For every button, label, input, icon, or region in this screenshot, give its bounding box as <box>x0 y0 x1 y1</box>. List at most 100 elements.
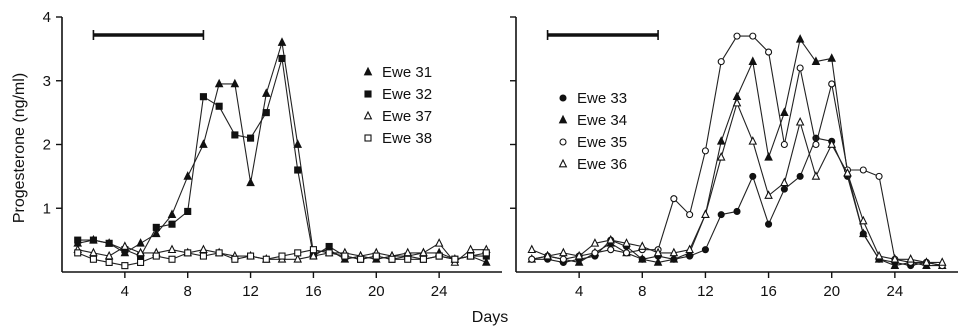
ewe-32-point <box>184 207 192 215</box>
ewe-36-point <box>732 97 742 107</box>
legend-entry: Ewe 34 <box>558 112 627 129</box>
ewe-37-point <box>419 247 428 257</box>
ewe-35-point <box>733 32 741 40</box>
ewe-33-point <box>701 246 709 254</box>
legend-marker <box>559 138 567 146</box>
ewe-38-point <box>404 255 412 263</box>
ewe-38-point <box>262 255 270 263</box>
ewe-36-point <box>622 238 631 247</box>
ewe-37-point <box>89 247 98 257</box>
ewe-34-point <box>858 228 868 238</box>
x-tick-label: 24 <box>887 283 904 300</box>
ewe-31-point <box>214 78 224 88</box>
ewe-32-point <box>278 54 286 62</box>
ewe-36-point <box>716 152 726 161</box>
legend-marker <box>364 134 372 142</box>
ewe-36-point <box>606 234 616 244</box>
ewe-31-point <box>230 78 240 88</box>
legend-entry: Ewe 35 <box>559 134 627 151</box>
ewe-32-point <box>262 109 270 117</box>
ewe-36-point <box>701 209 710 218</box>
ewe-36-point <box>559 247 568 257</box>
legend-entry: Ewe 37 <box>363 108 432 125</box>
ewe-36-point <box>637 241 647 250</box>
x-tick-label: 8 <box>638 283 646 300</box>
ewe-37-point <box>120 241 130 250</box>
x-tick-label: 8 <box>184 283 192 300</box>
ewe-35-point <box>591 249 599 257</box>
y-tick-label: 1 <box>43 200 51 217</box>
legend-marker <box>558 158 568 168</box>
ewe-32-point <box>74 236 82 244</box>
x-tick-label: 4 <box>575 283 583 300</box>
ewe-34-series <box>527 34 947 269</box>
ewe-37-point <box>434 238 444 247</box>
ewe-36-point <box>669 247 679 257</box>
ewe-36-point <box>764 190 773 199</box>
ewe-37-point <box>403 247 413 257</box>
ewe-38-series <box>74 246 490 270</box>
legend-label: Ewe 31 <box>382 64 432 81</box>
y-tick-label: 3 <box>43 73 51 90</box>
x-tick-label: 12 <box>697 283 714 300</box>
ewe-38-point <box>388 255 396 263</box>
ewe-35-point <box>670 195 678 203</box>
x-tick-label: 20 <box>368 283 385 300</box>
ewe-31-point <box>293 139 303 148</box>
legend-marker <box>558 114 568 124</box>
ewe-38-point <box>215 249 223 257</box>
ewe-38-point <box>419 255 427 263</box>
ewe-36-point <box>843 167 852 177</box>
ewe-38-point <box>121 262 129 270</box>
ewe-31-point <box>277 37 287 46</box>
ewe-31-point <box>481 257 491 266</box>
legend-label: Ewe 37 <box>382 108 432 125</box>
legend-marker <box>363 66 373 76</box>
ewe-34-point <box>748 56 758 65</box>
ewe-35-point <box>812 140 820 149</box>
legend-label: Ewe 35 <box>577 134 627 151</box>
x-axis-label: Days <box>472 309 508 326</box>
ewe-33-point <box>765 220 773 228</box>
legend-label: Ewe 33 <box>577 90 627 107</box>
ewe-34-point <box>716 136 726 145</box>
ewe-36-point <box>795 116 805 126</box>
ewe-36-point <box>937 257 947 266</box>
ewe-35-point <box>559 255 567 263</box>
ewe-37-point <box>104 250 114 260</box>
ewe-34-point <box>574 257 584 266</box>
ewe-35-point <box>749 32 757 40</box>
ewe-35-point <box>528 255 536 263</box>
ewe-35-point <box>607 246 615 254</box>
ewe-31-point <box>151 228 161 238</box>
ewe-38-point <box>89 255 97 263</box>
ewe-37-point <box>167 244 177 254</box>
legend-marker <box>363 110 373 120</box>
ewe-38-point <box>247 252 255 260</box>
ewe-38-point <box>294 249 302 257</box>
ewe-33-point <box>717 211 725 219</box>
ewe-35-point <box>686 211 694 219</box>
ewe-32-point <box>89 236 97 244</box>
ewe-36-point <box>685 244 694 254</box>
ewe-32-point <box>168 220 176 228</box>
legend-label: Ewe 34 <box>577 112 627 129</box>
ewe-38-point <box>482 249 490 257</box>
ewe-35-point <box>796 64 804 72</box>
ewe-36-point <box>748 136 758 145</box>
ewe-32-point <box>199 93 207 101</box>
ewe-35-point <box>875 172 883 180</box>
ewe-36-point <box>906 254 915 263</box>
ewe-36-point <box>827 139 837 148</box>
legend-label: Ewe 36 <box>577 156 627 173</box>
ewe-36-series <box>527 97 947 266</box>
ewe-34-point <box>780 107 789 116</box>
legend-marker <box>559 94 567 102</box>
legend-label: Ewe 38 <box>382 130 432 147</box>
ewe-37-point <box>309 250 318 260</box>
ewe-32-point <box>231 131 239 139</box>
ewe-34-point <box>653 257 663 266</box>
legend-entry: Ewe 36 <box>558 156 627 173</box>
